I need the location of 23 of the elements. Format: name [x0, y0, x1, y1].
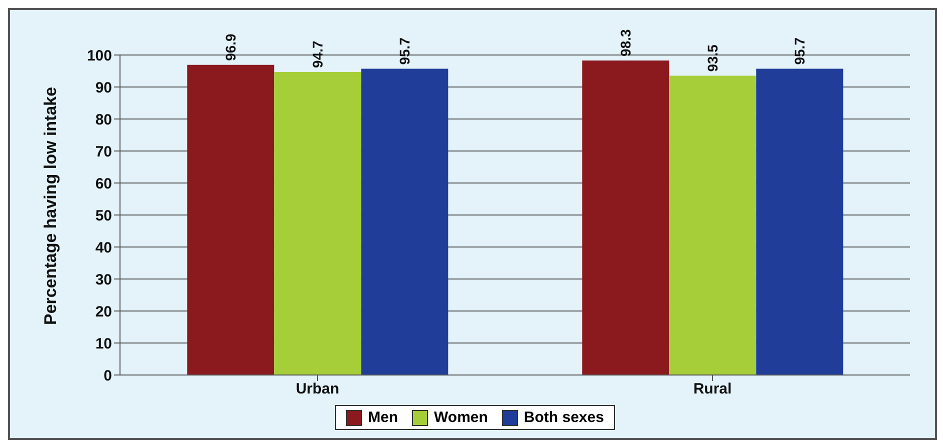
y-tick-label: 10	[95, 335, 112, 352]
y-tick-label: 40	[95, 239, 112, 256]
y-tick-label: 20	[95, 303, 112, 320]
y-tick-label: 90	[95, 79, 112, 96]
y-tick-label: 0	[104, 367, 112, 384]
data-label: 95.7	[792, 37, 808, 65]
data-label: 94.7	[310, 40, 326, 68]
y-tick-label: 50	[95, 207, 112, 224]
legend-label: Men	[367, 409, 398, 426]
x-tick-label: Urban	[296, 380, 340, 398]
data-label: 93.5	[704, 44, 721, 72]
y-axis-title: Percentage having low intake	[41, 86, 60, 325]
data-label: 96.9	[222, 33, 239, 61]
data-label: 95.7	[396, 37, 413, 65]
y-tick-label: 30	[95, 271, 112, 288]
y-tick-label: 100	[86, 47, 112, 64]
y-tick-label: 80	[95, 111, 112, 128]
data-label: 98.3	[618, 28, 634, 56]
y-tick-label: 70	[95, 143, 112, 160]
legend-label: Women	[433, 409, 488, 426]
x-tick-label: Rural	[693, 380, 732, 398]
y-tick-label: 60	[95, 175, 112, 192]
legend-label: Both sexes	[522, 409, 604, 426]
